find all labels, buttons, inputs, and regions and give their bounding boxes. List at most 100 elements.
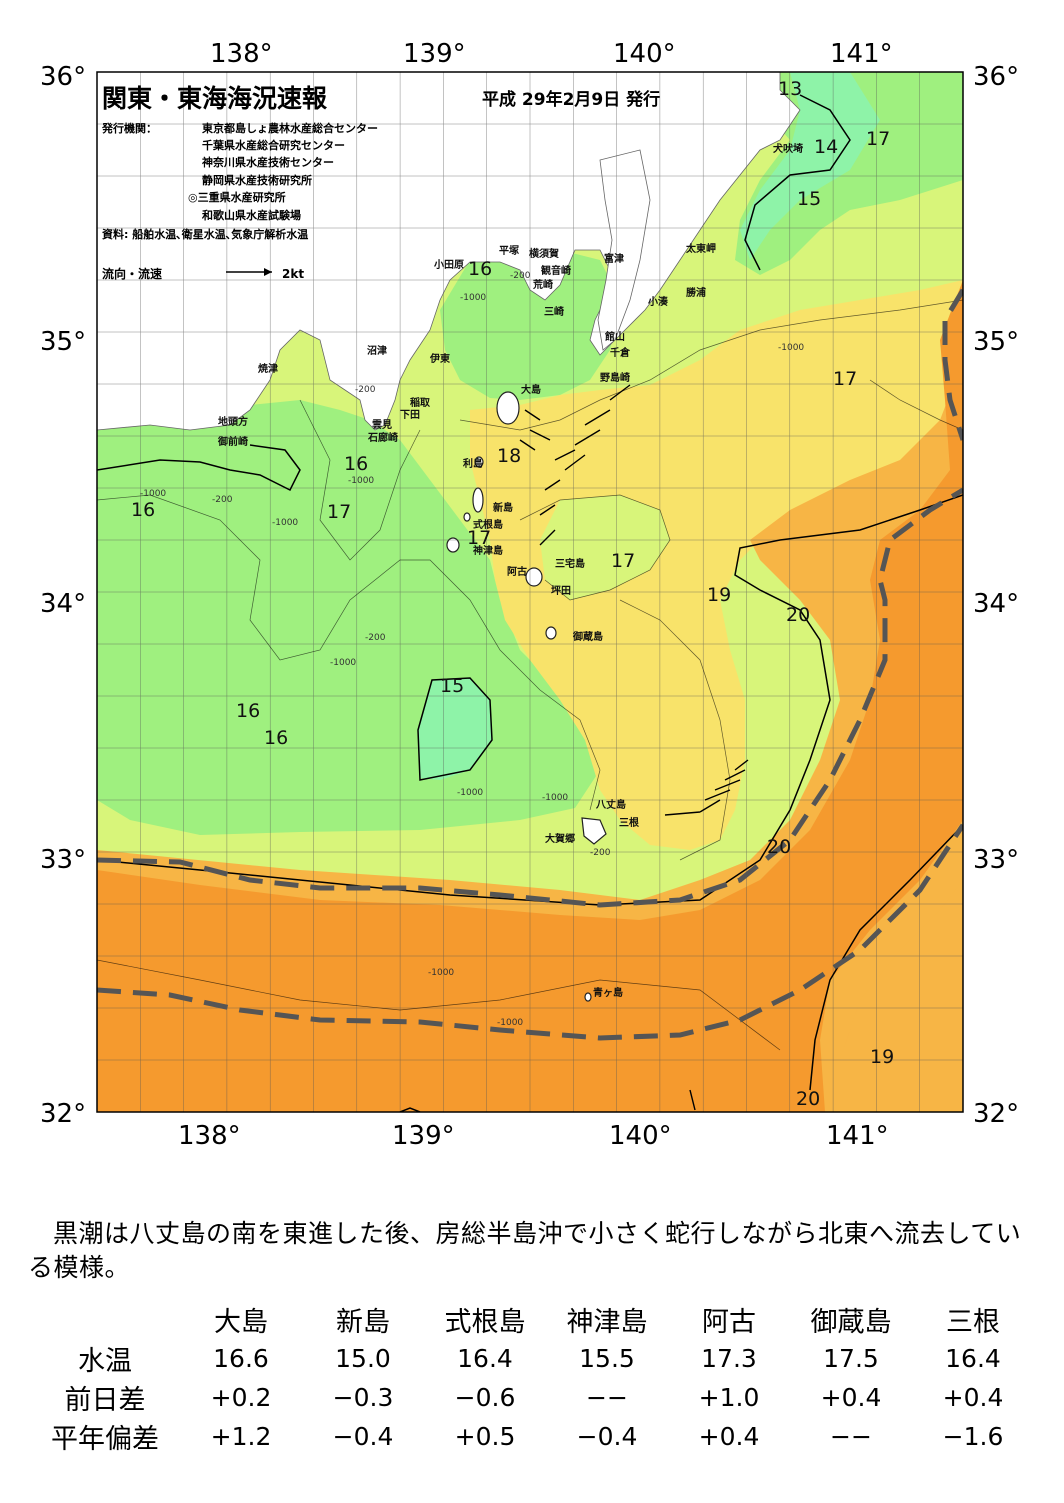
column-header: 式根島 — [444, 1307, 526, 1338]
table-cell: −0.3 — [332, 1383, 394, 1412]
isotherm-label: 17 — [833, 368, 857, 390]
temperature-fill — [97, 72, 963, 1112]
table-cell: 17.3 — [701, 1344, 757, 1373]
table-cell: −0.6 — [454, 1383, 516, 1412]
minor-isotherms — [97, 299, 963, 1051]
place-label: 石廊崎 — [367, 431, 398, 444]
depth-label: -1000 — [542, 793, 568, 803]
publisher-org: 神奈川県水産技術センター — [202, 155, 334, 169]
lat-label-35: 35° — [973, 327, 1019, 357]
table-cell: +0.4 — [698, 1422, 760, 1451]
depth-label: -200 — [510, 271, 531, 281]
lon-label-141: 141° — [826, 1121, 889, 1151]
isotherm-20 — [97, 494, 963, 906]
map-grid — [97, 72, 963, 1112]
kuroshio-axis-east — [942, 288, 963, 441]
publisher-label: 発行機関： — [101, 121, 157, 135]
table-cell: −0.4 — [332, 1422, 394, 1451]
depth-label: -1000 — [457, 788, 483, 798]
place-label: 焼津 — [258, 362, 278, 375]
isotherm-label: 13 — [778, 78, 802, 100]
toshima-island — [474, 456, 484, 468]
legend-arrow-head — [264, 268, 272, 276]
place-label: 太東岬 — [685, 242, 716, 255]
legend-unit: 2kt — [282, 267, 304, 281]
isotherms — [97, 94, 963, 1112]
depth-labels: -200 -1000 -200 -1000 -1000 -200 -1000 -… — [140, 271, 804, 1028]
current-vectors — [519, 384, 749, 1111]
depth-label: -1000 — [778, 343, 804, 353]
isotherm-label: 17 — [327, 501, 351, 523]
hachijojima-island — [581, 817, 607, 845]
map-frame — [96, 71, 964, 1113]
depth-label: -1000 — [348, 476, 374, 486]
lat-label-35: 35° — [40, 327, 86, 357]
place-label: 三宅島 — [555, 557, 585, 570]
lat-labels-right: 36° 35° 34° 33° 32° — [973, 62, 1019, 1129]
place-label: 犬吠埼 — [773, 142, 803, 155]
place-label: 八丈島 — [595, 798, 626, 811]
table-cell: 16.4 — [457, 1344, 513, 1373]
table-row: 水温 16.6 15.0 16.4 15.5 17.3 17.5 16.4 — [30, 1339, 1034, 1378]
depth-label: -1000 — [330, 658, 356, 668]
place-label: 小田原 — [433, 258, 464, 271]
isotherm-15-ne — [744, 94, 851, 271]
isotherm-labels: 13 14 17 15 16 17 18 16 17 16 17 17 19 2… — [131, 78, 894, 1110]
table-cell: +0.2 — [210, 1383, 272, 1412]
zone-19-se — [840, 880, 963, 1112]
lat-label-32: 32° — [40, 1099, 86, 1129]
depth-label: -1000 — [140, 489, 166, 499]
table-cell: +0.5 — [454, 1422, 516, 1451]
column-header: 阿古 — [702, 1307, 756, 1338]
zone-17-inner — [540, 495, 670, 600]
isotherm-label: 20 — [796, 1088, 820, 1110]
table-cell: −0.4 — [576, 1422, 638, 1451]
table-row: 前日差 +0.2 −0.3 −0.6 −− +1.0 +0.4 +0.4 — [30, 1378, 1034, 1417]
aogashima-island — [584, 992, 592, 1002]
place-label: 千倉 — [610, 346, 631, 359]
lon-label-140: 140° — [609, 1121, 672, 1151]
depth-label: -1000 — [497, 1018, 523, 1028]
column-header: 新島 — [336, 1307, 390, 1338]
publisher-org: ◎三重県水産研究所 — [188, 190, 286, 204]
publisher-org: 和歌山県水産試験場 — [202, 208, 301, 222]
depth-label: -1000 — [428, 968, 454, 978]
publisher-org: 千葉県水産総合研究センター — [202, 138, 345, 152]
summary-text: 黒潮は八丈島の南を東進した後、房総半島沖で小さく蛇行しながら北東へ流去している模… — [28, 1219, 1022, 1282]
column-header: 神津島 — [566, 1307, 648, 1338]
table-cell: −1.6 — [942, 1422, 1004, 1451]
place-label: 三崎 — [544, 305, 564, 318]
place-label: 御蔵島 — [572, 630, 603, 643]
place-labels: 犬吠埼 太東岬 勝浦 小湊 富津 観音崎 荒崎 三崎 横須賀 平塚 小田原 館山… — [217, 142, 803, 999]
depth-label: -200 — [212, 495, 233, 505]
isotherm-label: 19 — [707, 584, 731, 606]
miyakejima-island — [525, 567, 543, 587]
mikurajima-island — [545, 626, 557, 640]
table-cell: 15.0 — [335, 1344, 391, 1373]
place-label: 利島 — [463, 457, 483, 470]
isotherm-16 — [97, 444, 301, 492]
lat-label-33: 33° — [40, 845, 86, 875]
place-label: 平塚 — [499, 244, 519, 257]
lat-label-33: 33° — [973, 845, 1019, 875]
isotherm-label: 17 — [611, 550, 635, 572]
lat-label-34: 34° — [973, 589, 1019, 619]
table-corner — [30, 1300, 180, 1339]
table-cell: +0.4 — [942, 1383, 1004, 1412]
legend-label: 流向・流速 — [102, 266, 162, 281]
niijima-island — [472, 487, 484, 513]
lon-labels-bottom: 138° 139° 140° 141° — [178, 1121, 889, 1151]
isotherm-label: 14 — [814, 136, 838, 158]
table-cell: 16.6 — [213, 1344, 269, 1373]
oshima-island — [496, 391, 520, 425]
place-label: 小湊 — [647, 295, 669, 308]
row-header: 平年偏差 — [51, 1424, 159, 1455]
place-label: 御前崎 — [217, 435, 248, 448]
lon-label-138: 138° — [178, 1121, 241, 1151]
lon-label-141: 141° — [830, 39, 893, 69]
table-cell: +0.4 — [820, 1383, 882, 1412]
place-label: 館山 — [604, 330, 625, 343]
place-label: 稲取 — [410, 396, 431, 409]
zone-18 — [470, 280, 963, 850]
isotherm-label: 16 — [468, 258, 492, 280]
